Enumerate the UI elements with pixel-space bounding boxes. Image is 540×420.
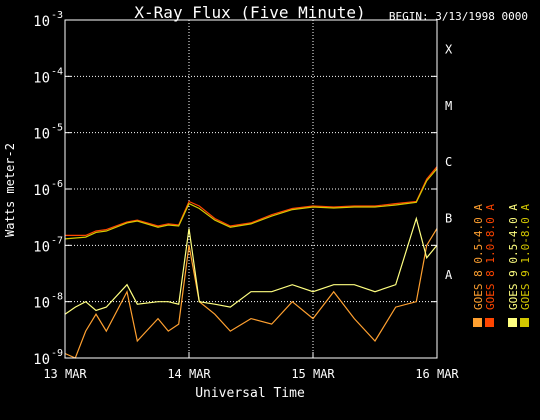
series-line-2 bbox=[64, 228, 438, 359]
y-tick-base: 10 bbox=[33, 70, 50, 86]
series-line-1 bbox=[65, 166, 438, 236]
flare-class-x: X bbox=[445, 42, 453, 56]
y-tick-exp: -3 bbox=[51, 10, 63, 21]
legend-entry-2: GOES 8 0.5-4.0 A bbox=[472, 204, 485, 327]
y-tick-base: 10 bbox=[33, 127, 50, 143]
legend-swatch bbox=[508, 318, 517, 327]
flare-class-b: B bbox=[445, 211, 452, 225]
x-tick-label: 16 MAR bbox=[415, 367, 459, 381]
y-tick-exp: -6 bbox=[51, 179, 63, 190]
y-tick-base: 10 bbox=[33, 14, 50, 30]
series-layer bbox=[64, 166, 438, 359]
y-tick-base: 10 bbox=[33, 239, 50, 255]
y-tick-label: 10 -7 bbox=[33, 235, 63, 255]
legend-label: GOES 8 0.5-4.0 A bbox=[472, 204, 485, 310]
y-tick-label: 10 -8 bbox=[33, 292, 63, 312]
legend-swatch bbox=[520, 318, 529, 327]
series-line-4 bbox=[64, 216, 438, 315]
legend-swatch bbox=[473, 318, 482, 327]
y-tick-exp: -8 bbox=[51, 292, 63, 303]
y-tick-label: 10 -3 bbox=[33, 10, 63, 30]
y-tick-label: 10 -6 bbox=[33, 179, 63, 199]
y-tick-exp: -5 bbox=[51, 123, 63, 134]
y-tick-label: 10 -5 bbox=[33, 123, 63, 143]
chart-title: X-Ray Flux (Five Minute) bbox=[134, 3, 365, 22]
legend-label: GOES 9 0.5-4.0 A bbox=[507, 204, 520, 310]
x-tick-label: 15 MAR bbox=[291, 367, 335, 381]
legend-label: GOES 8 1.0-8.0 A bbox=[484, 204, 497, 310]
y-tick-exp: -7 bbox=[51, 235, 63, 246]
tick-layer: 10-310-410-510-610-710-810 -913 MAR 14 MAR… bbox=[33, 10, 459, 381]
y-tick-base: 10 bbox=[33, 352, 50, 368]
y-axis-label: Watts meter-2 bbox=[3, 143, 17, 237]
x-tick-label: 13 MAR bbox=[43, 367, 87, 381]
y-tick-label: 10 -9 bbox=[33, 348, 63, 368]
y-tick-label: 10 -4 bbox=[33, 66, 63, 86]
flare-class-layer: X M C B A bbox=[445, 42, 453, 281]
flare-class-a: A bbox=[445, 268, 453, 282]
grid-layer bbox=[65, 20, 437, 358]
begin-label: BEGIN: 3/13/1998 0000 bbox=[389, 10, 528, 23]
y-tick-base: 10 bbox=[33, 296, 50, 312]
series-line-3 bbox=[64, 168, 438, 240]
x-tick-label: 14 MAR bbox=[167, 367, 211, 381]
legend-entry-4: GOES 9 0.5-4.0 A bbox=[507, 204, 520, 327]
legend-swatch bbox=[485, 318, 494, 327]
y-tick-exp: -4 bbox=[51, 66, 63, 77]
flare-class-m: M bbox=[445, 99, 452, 113]
legend-label: GOES 9 1.0-8.0 A bbox=[519, 204, 532, 310]
flare-class-c: C bbox=[445, 155, 452, 169]
y-tick-base: 10 bbox=[33, 183, 50, 199]
x-axis-label: Universal Time bbox=[195, 386, 305, 401]
legend-entry-1: GOES 8 1.0-8.0 A bbox=[484, 204, 497, 327]
legend-entry-3: GOES 9 1.0-8.0 A bbox=[519, 204, 532, 327]
y-tick-exp: -9 bbox=[51, 348, 63, 359]
